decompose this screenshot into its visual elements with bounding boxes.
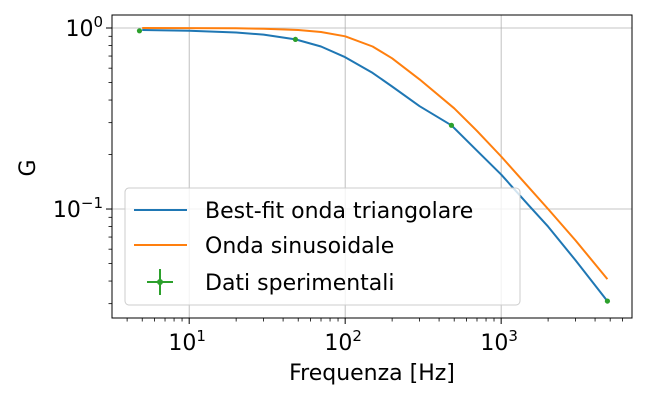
y-tick-label: 100 xyxy=(65,13,103,42)
data-point xyxy=(292,36,299,43)
y-axis-title: G xyxy=(16,159,41,176)
x-tick-label: 102 xyxy=(324,327,362,356)
legend-label: Best-fit onda triangolare xyxy=(205,199,473,224)
x-tick-label: 101 xyxy=(168,327,206,356)
series-line xyxy=(142,29,609,302)
data-point xyxy=(136,28,143,34)
legend-label: Dati sperimentali xyxy=(205,271,395,296)
x-axis-title: Frequenza [Hz] xyxy=(289,361,455,386)
series-line xyxy=(142,27,609,280)
plot-series xyxy=(136,27,611,304)
y-tick-label: 10−1 xyxy=(53,194,103,223)
plot-frame xyxy=(111,14,633,319)
legend-box xyxy=(124,187,521,306)
x-tick-label: 103 xyxy=(480,327,518,356)
legend: Best-fit onda triangolare Onda sinusoidal… xyxy=(124,187,521,306)
data-point xyxy=(448,122,455,128)
data-point xyxy=(604,298,611,304)
legend-label: Onda sinusoidale xyxy=(205,234,394,259)
legend-swatch-marker xyxy=(157,279,163,285)
axis-ticks: 101 102 103 100 10−1 xyxy=(53,13,623,356)
